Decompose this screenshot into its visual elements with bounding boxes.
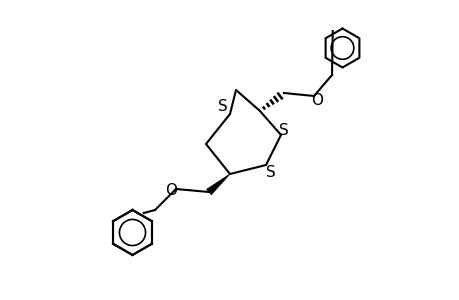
Text: O: O [165,183,177,198]
Text: S: S [217,99,227,114]
Polygon shape [206,174,230,195]
Text: O: O [310,93,322,108]
Text: S: S [279,123,288,138]
Text: S: S [265,165,275,180]
